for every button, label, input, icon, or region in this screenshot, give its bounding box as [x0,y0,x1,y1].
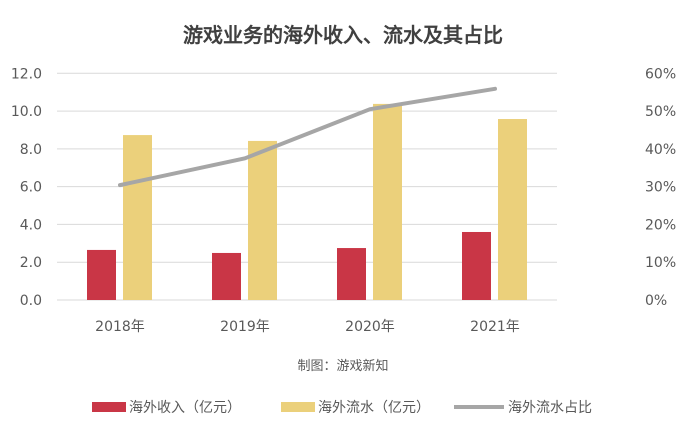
legend-label: 海外流水占比 [508,400,592,416]
bar-overseas-gross-billing-2020 [373,104,402,300]
left-tick-label: 2.0 [20,255,42,271]
legend-label: 海外流水（亿元） [318,400,430,416]
legend-swatch [92,402,126,412]
left-axis-ticks: 0.0 2.0 4.0 6.0 8.0 10.0 12.0 [11,66,42,309]
x-axis-labels: 2018年 2019年 2020年 2021年 [95,319,520,335]
line-series [120,89,495,186]
chart-title: 游戏业务的海外收入、流水及其占比 [183,23,503,47]
right-axis-ticks: 0% 10% 20% 30% 40% 50% 60% [645,66,676,309]
bar-overseas-gross-billing-2019 [248,141,277,300]
right-tick-label: 10% [645,255,676,271]
x-tick-label: 2019年 [220,319,270,335]
left-tick-label: 12.0 [11,66,42,82]
x-tick-label: 2018年 [95,319,145,335]
legend-label: 海外收入（亿元） [129,400,241,416]
right-tick-label: 0% [645,293,667,309]
right-tick-label: 60% [645,66,676,82]
left-tick-label: 4.0 [20,217,42,233]
line-overseas-share [120,89,495,185]
right-tick-label: 30% [645,180,676,196]
left-tick-label: 8.0 [20,142,42,158]
bar-overseas-revenue-2021 [462,232,491,300]
left-tick-label: 10.0 [11,104,42,120]
left-tick-label: 6.0 [20,180,42,196]
bar-overseas-gross-billing-2018 [123,135,152,300]
right-tick-label: 40% [645,142,676,158]
legend-swatch [281,402,315,412]
bar-overseas-gross-billing-2021 [498,119,527,300]
bar-overseas-revenue-2020 [337,248,366,300]
bar-overseas-revenue-2019 [212,253,241,300]
legend: 海外收入（亿元） 海外流水（亿元） 海外流水占比 [92,400,592,416]
x-tick-label: 2021年 [470,319,520,335]
x-tick-label: 2020年 [345,319,395,335]
left-tick-label: 0.0 [20,293,42,309]
bar-overseas-revenue-2018 [87,250,116,300]
right-tick-label: 20% [645,217,676,233]
source-note: 制图：游戏新知 [297,358,388,374]
right-tick-label: 50% [645,104,676,120]
